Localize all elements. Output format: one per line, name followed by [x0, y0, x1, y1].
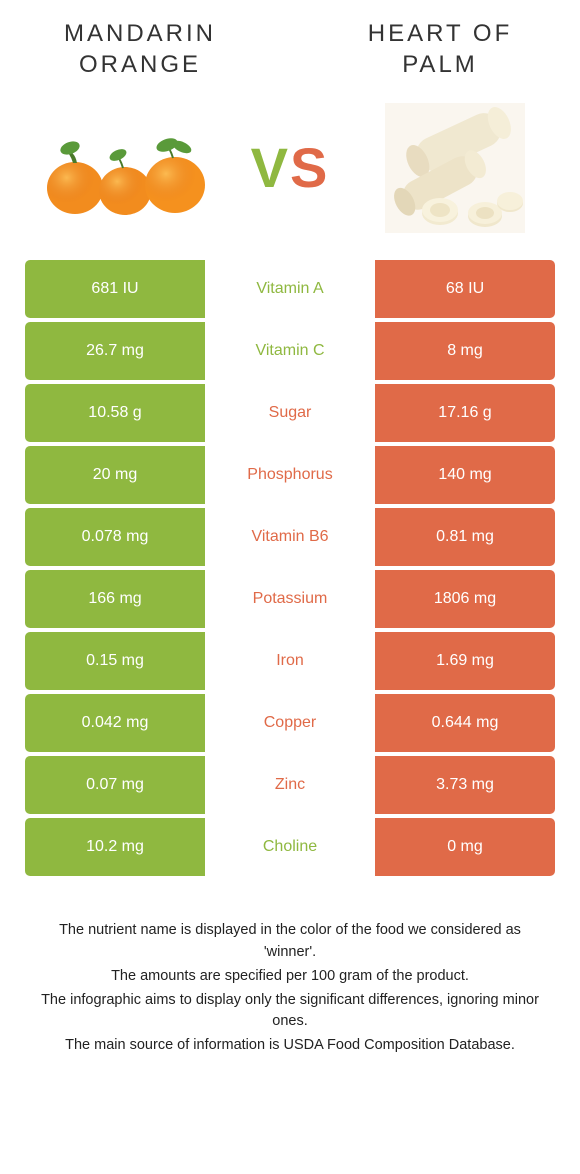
images-row: VS — [0, 90, 580, 260]
table-row: 0.078 mgVitamin B60.81 mg — [25, 508, 555, 566]
left-value: 0.07 mg — [25, 756, 205, 814]
table-row: 10.58 gSugar17.16 g — [25, 384, 555, 442]
left-value: 166 mg — [25, 570, 205, 628]
food2-title: HEART OF PALM — [330, 18, 550, 80]
right-value: 68 IU — [375, 260, 555, 318]
right-value: 17.16 g — [375, 384, 555, 442]
nutrient-name: Potassium — [205, 570, 375, 628]
heart-of-palm-image — [370, 103, 540, 233]
nutrient-name: Iron — [205, 632, 375, 690]
nutrient-name: Sugar — [205, 384, 375, 442]
nutrient-name: Vitamin B6 — [205, 508, 375, 566]
vs-label: VS — [251, 135, 330, 200]
table-row: 0.042 mgCopper0.644 mg — [25, 694, 555, 752]
nutrient-name: Vitamin A — [205, 260, 375, 318]
footer-notes: The nutrient name is displayed in the co… — [0, 880, 580, 1057]
table-row: 10.2 mgCholine0 mg — [25, 818, 555, 876]
nutrient-name: Choline — [205, 818, 375, 876]
comparison-table: 681 IUVitamin A68 IU26.7 mgVitamin C8 mg… — [0, 260, 580, 876]
footer-line-1: The nutrient name is displayed in the co… — [35, 920, 545, 964]
infographic-container: MANDARIN ORANGE HEART OF PALM — [0, 0, 580, 1057]
table-row: 20 mgPhosphorus140 mg — [25, 446, 555, 504]
right-value: 3.73 mg — [375, 756, 555, 814]
food1-title: MANDARIN ORANGE — [30, 18, 250, 80]
right-value: 140 mg — [375, 446, 555, 504]
right-value: 0.644 mg — [375, 694, 555, 752]
vs-s: S — [290, 136, 329, 199]
left-value: 0.042 mg — [25, 694, 205, 752]
footer-line-2: The amounts are specified per 100 gram o… — [35, 966, 545, 988]
right-value: 0 mg — [375, 818, 555, 876]
nutrient-name: Vitamin C — [205, 322, 375, 380]
table-row: 681 IUVitamin A68 IU — [25, 260, 555, 318]
right-value: 0.81 mg — [375, 508, 555, 566]
right-value: 8 mg — [375, 322, 555, 380]
nutrient-name: Phosphorus — [205, 446, 375, 504]
left-value: 10.58 g — [25, 384, 205, 442]
left-value: 681 IU — [25, 260, 205, 318]
table-row: 0.07 mgZinc3.73 mg — [25, 756, 555, 814]
vs-v: V — [251, 136, 290, 199]
header: MANDARIN ORANGE HEART OF PALM — [0, 0, 580, 90]
nutrient-name: Zinc — [205, 756, 375, 814]
right-value: 1.69 mg — [375, 632, 555, 690]
right-value: 1806 mg — [375, 570, 555, 628]
left-value: 10.2 mg — [25, 818, 205, 876]
footer-line-3: The infographic aims to display only the… — [35, 990, 545, 1034]
left-value: 26.7 mg — [25, 322, 205, 380]
left-value: 0.15 mg — [25, 632, 205, 690]
mandarin-orange-image — [40, 103, 210, 233]
table-row: 26.7 mgVitamin C8 mg — [25, 322, 555, 380]
footer-line-4: The main source of information is USDA F… — [35, 1035, 545, 1057]
table-row: 166 mgPotassium1806 mg — [25, 570, 555, 628]
nutrient-name: Copper — [205, 694, 375, 752]
table-row: 0.15 mgIron1.69 mg — [25, 632, 555, 690]
left-value: 0.078 mg — [25, 508, 205, 566]
left-value: 20 mg — [25, 446, 205, 504]
